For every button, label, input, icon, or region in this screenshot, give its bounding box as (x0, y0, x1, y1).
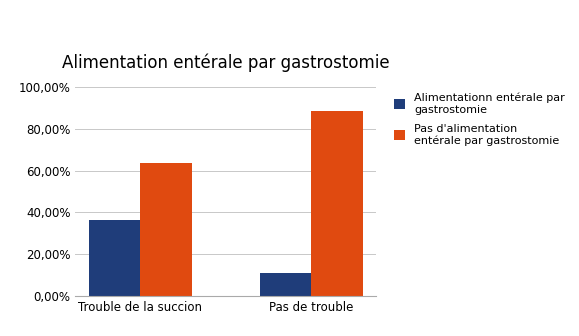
Bar (140, 163, 192, 296)
Bar (89, 220, 140, 296)
Title: Alimentation entérale par gastrostomie: Alimentation entérale par gastrostomie (62, 53, 390, 72)
Legend: Alimentationn entérale par
gastrostomie, Pas d'alimentation
entérale par gastros: Alimentationn entérale par gastrostomie,… (394, 93, 565, 146)
Bar (312, 111, 362, 296)
Bar (260, 272, 312, 296)
